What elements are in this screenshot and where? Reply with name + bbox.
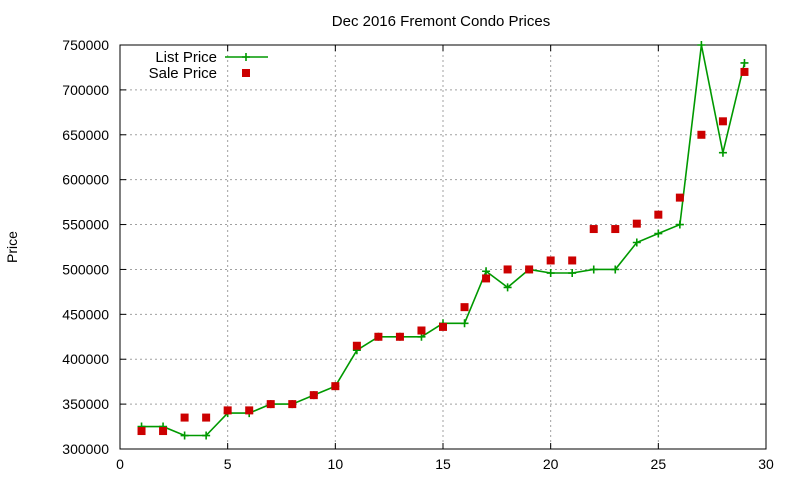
y-tick-label: 600000 (62, 172, 109, 188)
sale-price-point (159, 427, 168, 436)
list-price-point (546, 269, 555, 278)
list-price-point (568, 269, 577, 278)
y-tick-label: 350000 (62, 396, 109, 412)
list-price-point (740, 58, 749, 67)
sale-price-point (546, 256, 555, 265)
legend-label: Sale Price (149, 65, 217, 82)
sale-price-point (202, 413, 211, 422)
sale-price-point (309, 391, 318, 400)
sale-price-point (675, 193, 684, 202)
sale-price-point (740, 67, 749, 76)
y-tick-label: 300000 (62, 441, 109, 457)
sale-price-point (525, 265, 534, 274)
sale-price-point (568, 256, 577, 265)
x-tick-label: 5 (224, 456, 232, 472)
sale-price-point (352, 341, 361, 350)
legend-cross-swatch (242, 53, 250, 61)
sale-price-point (417, 326, 426, 335)
list-price-point (611, 265, 620, 274)
x-tick-label: 10 (328, 456, 344, 472)
list-price-point (654, 229, 663, 238)
sale-price-point (460, 303, 469, 312)
list-price-point (202, 431, 211, 440)
chart-title: Dec 2016 Fremont Condo Prices (332, 13, 550, 30)
sale-price-point (331, 382, 340, 391)
list-price-point (180, 431, 189, 440)
legend-label: List Price (155, 49, 217, 66)
sale-price-point (503, 265, 512, 274)
x-tick-label: 30 (758, 456, 774, 472)
y-tick-label: 550000 (62, 217, 109, 233)
sale-price-point (632, 219, 641, 228)
y-tick-label: 650000 (62, 127, 109, 143)
list-price-point (697, 41, 706, 49)
x-tick-label: 15 (435, 456, 451, 472)
sale-price-point (180, 413, 189, 422)
sale-price-point (589, 225, 598, 234)
sale-price-point (374, 332, 383, 341)
list-price-point (718, 148, 727, 157)
series-layer (137, 41, 749, 440)
sale-price-point (654, 210, 663, 219)
sale-price-point (137, 427, 146, 436)
legend-square-swatch (242, 69, 250, 77)
x-tick-label: 0 (116, 456, 124, 472)
list-price-point (503, 283, 512, 292)
sale-price-point (266, 400, 275, 409)
series-sale-price (137, 67, 749, 436)
sale-price-point (395, 332, 404, 341)
list-price-point (675, 220, 684, 229)
y-tick-label: 400000 (62, 351, 109, 367)
y-tick-label: 500000 (62, 261, 109, 277)
x-tick-label: 20 (543, 456, 559, 472)
sale-price-point (718, 117, 727, 126)
sale-price-point (697, 130, 706, 139)
list-price-point (460, 319, 469, 328)
sale-price-point (482, 274, 491, 283)
list-price-point (482, 267, 491, 276)
sale-price-point (611, 225, 620, 234)
list-price-point (589, 265, 598, 274)
sale-price-point (223, 406, 232, 415)
sale-price-point (288, 400, 297, 409)
list-price-point (632, 238, 641, 247)
y-tick-label: 750000 (62, 37, 109, 53)
sale-price-point (245, 406, 254, 415)
y-tick-label: 450000 (62, 306, 109, 322)
sale-price-point (439, 322, 447, 331)
axis-ticks: 0 5 10 15 20 25 30 300000 350000 400000 450000 5000… (62, 37, 774, 472)
y-tick-label: 700000 (62, 82, 109, 98)
x-tick-label: 25 (651, 456, 667, 472)
y-axis-label: Price (4, 231, 20, 263)
grid (120, 45, 766, 449)
